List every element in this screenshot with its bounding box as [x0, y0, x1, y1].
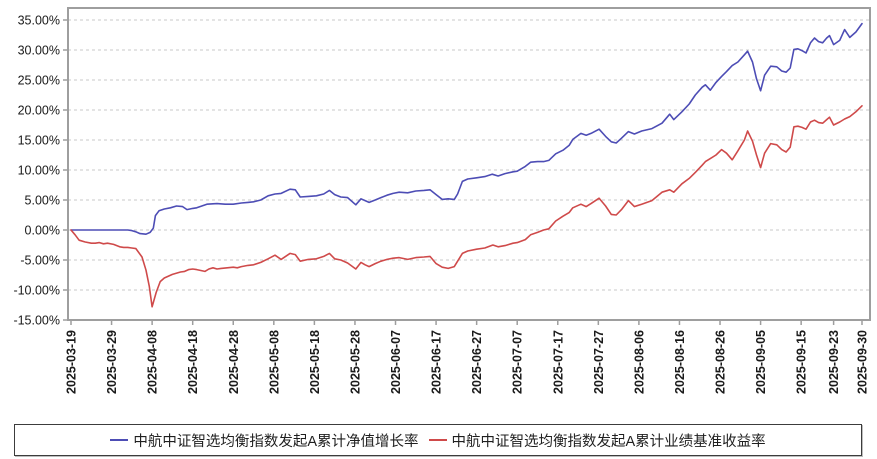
y-axis-label: -10.00%	[13, 284, 60, 298]
y-axis-label: 20.00%	[18, 104, 60, 118]
x-axis-label: 2025-03-19	[65, 330, 79, 394]
y-axis-label: -5.00%	[20, 254, 60, 268]
legend-item-benchmark: 中航中证智选均衡指数发起A累计业绩基准收益率	[428, 430, 766, 451]
x-axis-label: 2025-09-15	[795, 330, 809, 394]
y-axis-label: 5.00%	[25, 194, 60, 208]
x-axis-label: 2025-06-17	[430, 330, 444, 394]
y-axis-label: 30.00%	[18, 44, 60, 58]
x-axis-label: 2025-08-16	[673, 330, 687, 394]
x-axis-label: 2025-09-05	[754, 330, 768, 394]
x-axis-label: 2025-04-18	[186, 330, 200, 394]
x-axis-label: 2025-09-23	[827, 330, 841, 394]
legend-item-nav-growth: 中航中证智选均衡指数发起A累计净值增长率	[110, 430, 419, 451]
y-axis-label: 0.00%	[25, 224, 60, 238]
legend: 中航中证智选均衡指数发起A累计净值增长率 中航中证智选均衡指数发起A累计业绩基准…	[14, 424, 862, 456]
x-axis-label: 2025-04-08	[146, 330, 160, 394]
y-axis-label: 25.00%	[18, 74, 60, 88]
y-axis-label: -15.00%	[13, 314, 60, 328]
nav-growth-line	[70, 22, 863, 235]
x-axis-label: 2025-06-27	[470, 330, 484, 394]
x-axis-label: 2025-06-07	[389, 330, 403, 394]
nav-growth-line-swatch-icon	[110, 439, 129, 441]
y-axis-label: 15.00%	[18, 134, 60, 148]
x-axis-label: 2025-09-30	[856, 330, 870, 394]
x-axis-label: 2025-05-28	[348, 330, 362, 394]
x-axis-label: 2025-08-26	[714, 330, 728, 394]
benchmark-return-line	[70, 105, 863, 308]
x-axis-label: 2025-04-28	[227, 330, 241, 394]
x-axis-label: 2025-03-29	[105, 330, 119, 394]
legend-label-nav-growth: 中航中证智选均衡指数发起A累计净值增长率	[133, 433, 419, 450]
legend-label-benchmark: 中航中证智选均衡指数发起A累计业绩基准收益率	[451, 433, 766, 450]
x-axis-label: 2025-05-08	[267, 330, 281, 394]
x-axis-label: 2025-07-17	[551, 330, 565, 394]
x-axis-label: 2025-07-07	[511, 330, 525, 394]
y-axis-label: 35.00%	[18, 14, 60, 28]
x-axis-label: 2025-08-06	[632, 330, 646, 394]
plot-border	[67, 7, 871, 321]
x-axis-label: 2025-05-18	[308, 330, 322, 394]
x-axis-label: 2025-07-27	[592, 330, 606, 394]
benchmark-line-swatch-icon	[428, 439, 447, 441]
y-axis-label: 10.00%	[18, 164, 60, 178]
